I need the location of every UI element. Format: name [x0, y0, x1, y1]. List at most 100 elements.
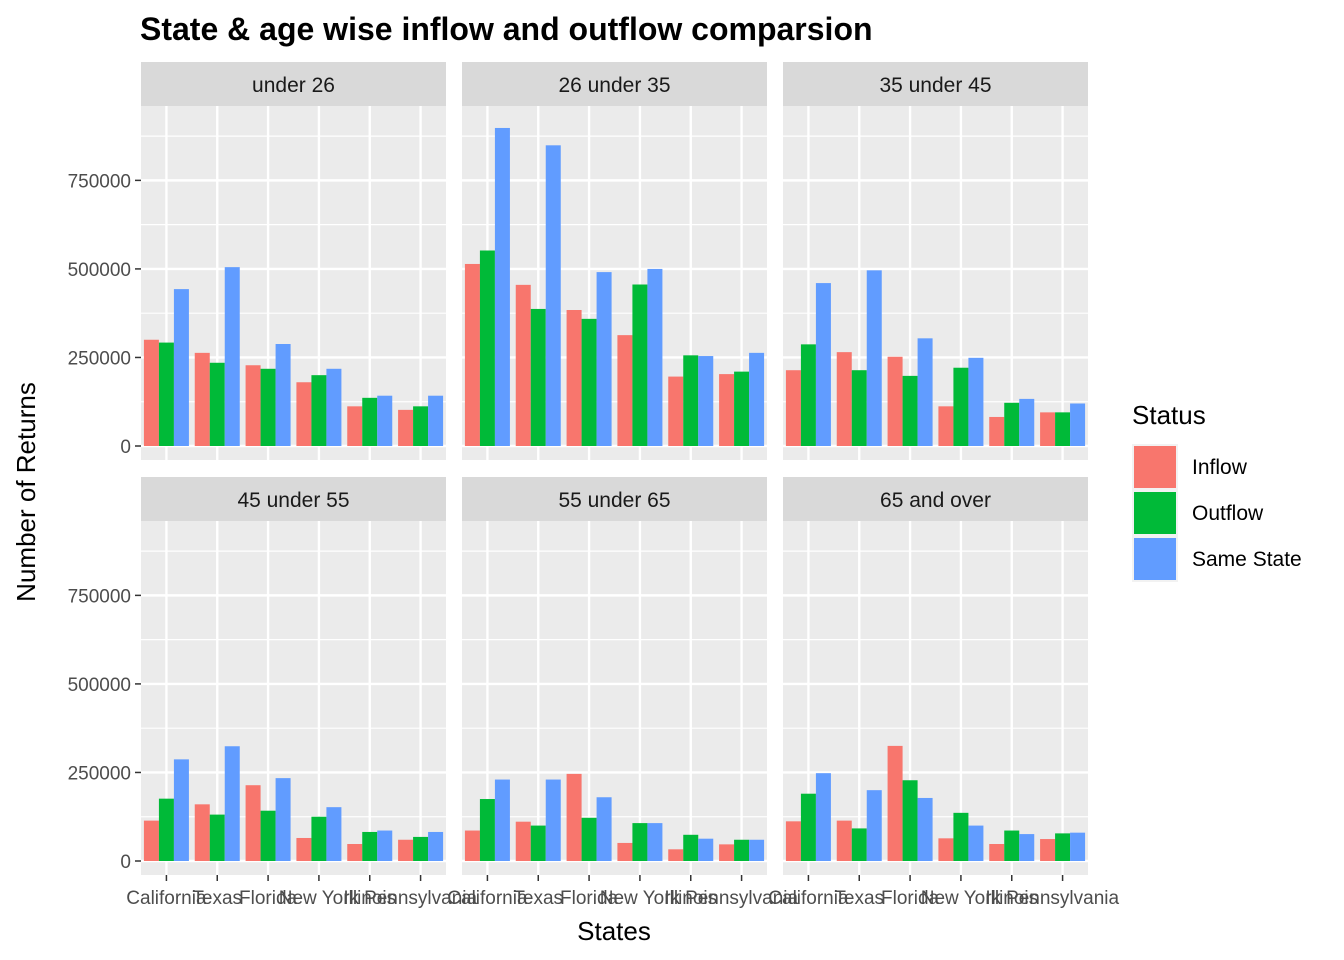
bar-same-state-texas	[224, 746, 240, 861]
x-tick-label: New York	[279, 888, 360, 909]
bar-inflow-california	[785, 821, 801, 861]
bar-same-state-illinois	[698, 838, 714, 861]
bar-same-state-new-york	[647, 268, 663, 446]
bar-outflow-new-york	[953, 812, 969, 861]
bar-outflow-california	[158, 798, 174, 861]
bar-same-state-illinois	[377, 395, 393, 446]
bar-inflow-pennsylvania	[1040, 412, 1056, 446]
y-tick-label: 250000	[68, 348, 131, 369]
y-axis-title: Number of Returns	[11, 382, 41, 602]
x-tick-label: Illinois	[985, 888, 1038, 909]
bar-outflow-illinois	[1004, 830, 1020, 861]
panel-45-under-55: 45 under 55 0 250000 500000 750000 California…	[68, 477, 478, 909]
bar-same-state-new-york	[326, 807, 342, 861]
x-tick-label: California	[126, 888, 207, 909]
bar-same-state-pennsylvania	[749, 839, 765, 861]
bar-outflow-new-york	[311, 816, 327, 861]
facet-strip-label: 55 under 65	[558, 489, 670, 512]
bar-outflow-california	[800, 344, 816, 446]
bar-inflow-pennsylvania	[398, 839, 414, 861]
bar-outflow-new-york	[632, 823, 648, 861]
facet-strip-label: 35 under 45	[879, 74, 991, 97]
bar-inflow-florida	[566, 310, 582, 446]
x-tick-label: Pennsylvania	[364, 888, 477, 909]
bar-inflow-pennsylvania	[719, 374, 735, 446]
x-tick-label: Florida	[239, 888, 298, 909]
bar-inflow-california	[464, 263, 480, 446]
bar-same-state-texas	[224, 267, 240, 446]
bar-same-state-illinois	[1019, 834, 1035, 861]
bar-inflow-illinois	[668, 376, 684, 446]
bar-inflow-new-york	[938, 838, 954, 861]
y-tick-label: 750000	[68, 171, 131, 192]
panel-26-under-35: 26 under 35	[462, 62, 767, 460]
facet-strip	[783, 62, 1088, 106]
bar-same-state-new-york	[968, 357, 984, 446]
bar-same-state-illinois	[698, 356, 714, 446]
bar-inflow-pennsylvania	[719, 844, 735, 861]
bar-inflow-florida	[887, 356, 903, 446]
plot-background	[141, 521, 446, 875]
bar-inflow-new-york	[938, 406, 954, 446]
bar-same-state-florida	[596, 797, 612, 861]
bar-inflow-california	[143, 339, 159, 446]
x-tick-label: Texas	[513, 888, 563, 909]
bar-same-state-texas	[866, 270, 882, 446]
legend-key-inflow	[1134, 446, 1176, 488]
bar-outflow-texas	[530, 308, 546, 446]
legend-label: Same State	[1192, 548, 1302, 571]
bar-same-state-pennsylvania	[1070, 832, 1086, 861]
y-tick-label: 0	[120, 852, 131, 873]
bar-outflow-texas	[851, 370, 867, 446]
chart-title: State & age wise inflow and outflow comp…	[140, 11, 873, 47]
bar-inflow-illinois	[347, 406, 363, 446]
y-tick-label: 0	[120, 437, 131, 458]
bar-same-state-florida	[275, 778, 291, 861]
legend: Status Inflow Outflow Same State	[1132, 400, 1302, 582]
bar-inflow-california	[785, 370, 801, 446]
x-tick-label: New York	[921, 888, 1002, 909]
facet-strip-label: 45 under 55	[237, 489, 349, 512]
bar-inflow-pennsylvania	[1040, 839, 1056, 861]
bar-same-state-texas	[545, 779, 561, 861]
facet-strip	[141, 62, 446, 106]
plot-background	[783, 106, 1088, 460]
facet-strip-label: 65 and over	[880, 489, 991, 512]
bar-outflow-texas	[209, 814, 225, 861]
bar-outflow-florida	[902, 780, 918, 861]
bar-inflow-texas	[194, 352, 210, 446]
bar-same-state-pennsylvania	[749, 352, 765, 446]
x-tick-label: Illinois	[343, 888, 396, 909]
bar-same-state-texas	[866, 790, 882, 861]
bar-inflow-illinois	[668, 849, 684, 861]
bar-outflow-california	[479, 799, 495, 861]
facet-strip	[462, 62, 767, 106]
bar-same-state-california	[494, 779, 510, 861]
x-tick-label: Texas	[834, 888, 884, 909]
y-tick-label: 500000	[68, 260, 131, 281]
bar-same-state-texas	[545, 145, 561, 446]
bar-same-state-florida	[917, 338, 933, 446]
y-tick-label: 250000	[68, 763, 131, 784]
bar-inflow-illinois	[347, 844, 363, 861]
bar-same-state-pennsylvania	[428, 395, 444, 446]
plot-background	[462, 106, 767, 460]
bar-outflow-pennsylvania	[1055, 412, 1071, 446]
bar-outflow-pennsylvania	[413, 836, 429, 861]
bar-outflow-california	[479, 250, 495, 446]
bar-outflow-california	[800, 793, 816, 861]
x-tick-label: Texas	[192, 888, 242, 909]
bar-outflow-illinois	[362, 831, 378, 861]
bar-outflow-illinois	[1004, 402, 1020, 446]
bar-same-state-pennsylvania	[428, 831, 444, 861]
bar-same-state-new-york	[647, 823, 663, 861]
bar-inflow-texas	[194, 804, 210, 861]
bar-same-state-new-york	[968, 825, 984, 861]
legend-label: Outflow	[1192, 502, 1264, 525]
bar-outflow-texas	[530, 825, 546, 861]
bar-same-state-pennsylvania	[1070, 403, 1086, 446]
bar-same-state-florida	[917, 797, 933, 861]
x-tick-label: Pennsylvania	[1006, 888, 1119, 909]
